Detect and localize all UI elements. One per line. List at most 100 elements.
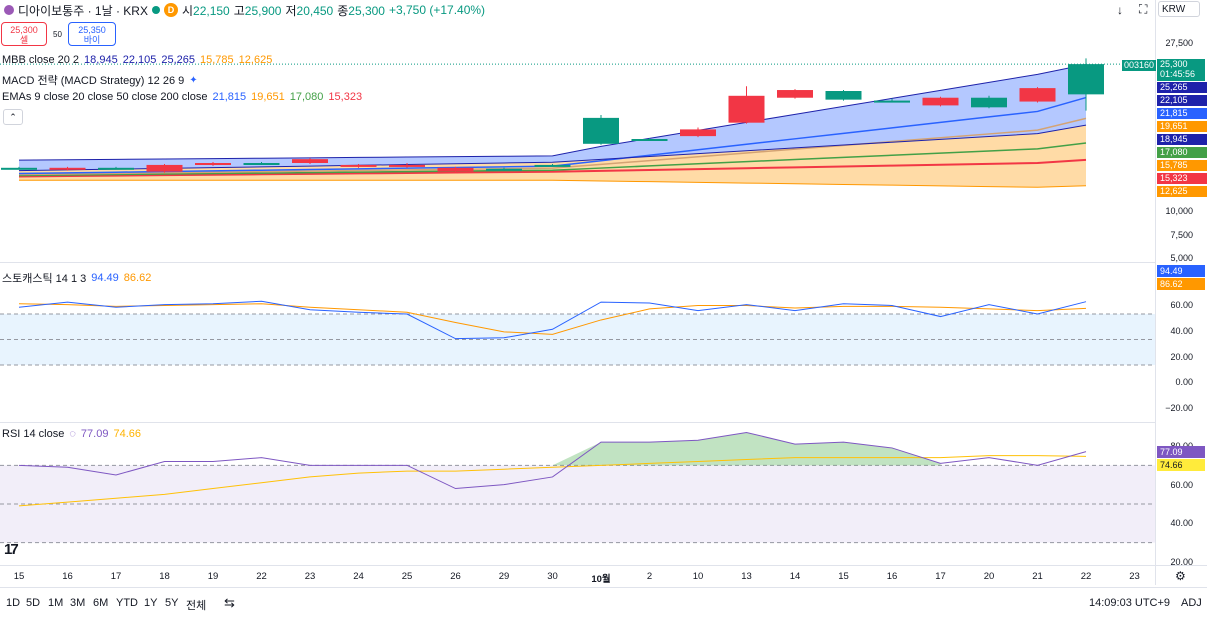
mbb-basis-line (18, 124, 1087, 172)
candle-body (777, 90, 813, 98)
price-tick: 27,500 (1165, 38, 1193, 48)
collapse-legend-button[interactable]: ⌃ (3, 109, 23, 125)
date-range-icon[interactable]: ⇆ (224, 595, 235, 610)
ohlc-close: 종25,300 (337, 3, 385, 18)
time-tick: 18 (159, 571, 170, 582)
rsi-legend[interactable]: RSI 14 close ◌ 77.09 74.66 (2, 428, 141, 440)
stoch-d-label: 86.62 (1157, 278, 1205, 290)
pane-separator-2 (0, 422, 1155, 423)
ema200-line (18, 158, 1087, 178)
stoch-tick: 20.00 (1170, 352, 1193, 362)
rsi-tick: 20.00 (1170, 557, 1193, 567)
adj-toggle[interactable]: ADJ (1181, 597, 1202, 609)
ema-legend[interactable]: EMAs 9 close 20 close 50 close 200 close… (2, 91, 363, 103)
symbol-title[interactable]: 디아이보통주 · 1날 · KRX (18, 3, 148, 18)
time-tick: 25 (401, 571, 413, 582)
time-tick: 16 (62, 571, 73, 582)
candle-body (340, 164, 377, 167)
time-tick: 22 (256, 571, 267, 582)
price-tick: 10,000 (1165, 206, 1193, 216)
range-1d[interactable]: 1D (6, 597, 21, 609)
time-tick: 23 (1129, 571, 1140, 582)
mbb-lower-line (19, 179, 1087, 188)
price-axis-border (1155, 0, 1156, 585)
range-ytd[interactable]: YTD (116, 597, 138, 609)
range-1m[interactable]: 1M (48, 597, 64, 609)
candle-body (728, 95, 765, 123)
pane-separator-1 (0, 262, 1155, 263)
market-badge: D (163, 3, 178, 17)
time-tick: 14 (789, 571, 801, 582)
time-tick: 15 (838, 571, 849, 582)
candle-body (874, 100, 910, 103)
indicator-price-label: 21,815 (1157, 108, 1207, 119)
tradingview-logo[interactable]: 17 (4, 541, 19, 558)
symbol-tag: 003160 (1122, 60, 1157, 71)
candle-body (389, 164, 425, 167)
bottom-bar-border (0, 587, 1207, 588)
settings-icon[interactable]: ⚙ (1175, 569, 1186, 583)
mbb-legend[interactable]: MBB close 20 2 18,945 22,105 25,265 15,7… (2, 54, 273, 66)
sparkle-icon[interactable]: ✦ (189, 74, 198, 86)
range-3m[interactable]: 3M (70, 597, 86, 609)
price-tick: 7,500 (1170, 230, 1193, 240)
ema20-line (18, 117, 1087, 176)
indicator-price-label: 18,945 (1157, 134, 1207, 145)
clock-time[interactable]: 14:09:03 UTC+9 (1089, 597, 1171, 609)
time-tick: 20 (983, 571, 995, 582)
candle-body (1019, 88, 1056, 102)
stoch-k-line (18, 300, 1087, 340)
time-tick: 29 (498, 571, 510, 582)
mbb-upper-line (18, 63, 1087, 161)
symbol-logo-icon (4, 5, 14, 15)
range-5d[interactable]: 5D (26, 597, 41, 609)
range-6m[interactable]: 6M (93, 597, 109, 609)
time-tick: 2 (646, 571, 653, 582)
last-price-label: 25,300 01:45:56 (1157, 59, 1205, 81)
time-tick: 21 (1032, 571, 1043, 582)
range-1y[interactable]: 1Y (144, 597, 158, 609)
time-tick: 19 (207, 571, 219, 582)
stoch-tick: −20.00 (1165, 403, 1193, 413)
fullscreen-icon[interactable]: ⛶ (1139, 2, 1148, 16)
time-tick: 10월 (591, 574, 611, 585)
candle-body (631, 139, 668, 141)
stoch-d-line (18, 303, 1087, 335)
indicator-price-label: 12,625 (1157, 186, 1207, 197)
rsi-loading-icon: ◌ (69, 428, 76, 440)
indicator-price-label: 17,080 (1157, 147, 1207, 158)
candle-body (146, 164, 183, 172)
currency-select[interactable]: KRW (1158, 1, 1200, 17)
candle-body (971, 97, 1007, 108)
buy-button[interactable]: 25,350 바이 (68, 22, 116, 46)
stoch-k-label: 94.49 (1157, 265, 1205, 277)
chart-header: 디아이보통주 · 1날 · KRX D 시22,150 고25,900 저20,… (4, 2, 485, 18)
range-all[interactable]: 전체 (186, 600, 207, 612)
candle-body (825, 91, 862, 100)
candle-body (49, 167, 86, 170)
rsi-ma-label: 74.66 (1157, 459, 1205, 471)
rsi-tick: 40.00 (1170, 518, 1193, 528)
rsi-overbought-fill (552, 432, 941, 466)
indicator-price-label: 22,105 (1157, 95, 1207, 106)
indicator-price-label: 15,323 (1157, 173, 1207, 184)
sell-button[interactable]: 25,300 셀 (1, 22, 47, 46)
time-tick: 26 (450, 571, 461, 582)
time-tick: 15 (13, 571, 25, 582)
range-5y[interactable]: 5Y (165, 597, 179, 609)
chart-canvas[interactable] (0, 0, 1155, 565)
macd-legend[interactable]: MACD 전략 (MACD Strategy) 12 26 9 ✦ (2, 74, 198, 88)
mbb-upper-fill (19, 64, 1086, 171)
ohlc-high: 고25,900 (233, 3, 282, 18)
time-tick: 17 (935, 571, 946, 582)
time-tick: 10 (692, 571, 704, 582)
candle-body (292, 159, 328, 163)
time-tick: 13 (741, 571, 752, 582)
stoch-tick: 0.00 (1175, 377, 1193, 387)
time-tick: 30 (547, 571, 558, 582)
rsi-tick: 60.00 (1170, 480, 1193, 490)
download-icon[interactable]: ↓ (1117, 3, 1123, 17)
stoch-legend[interactable]: 스토캐스틱 14 1 3 94.49 86.62 (2, 272, 152, 285)
time-tick: 24 (353, 571, 364, 582)
stoch-tick: 60.00 (1170, 300, 1193, 310)
